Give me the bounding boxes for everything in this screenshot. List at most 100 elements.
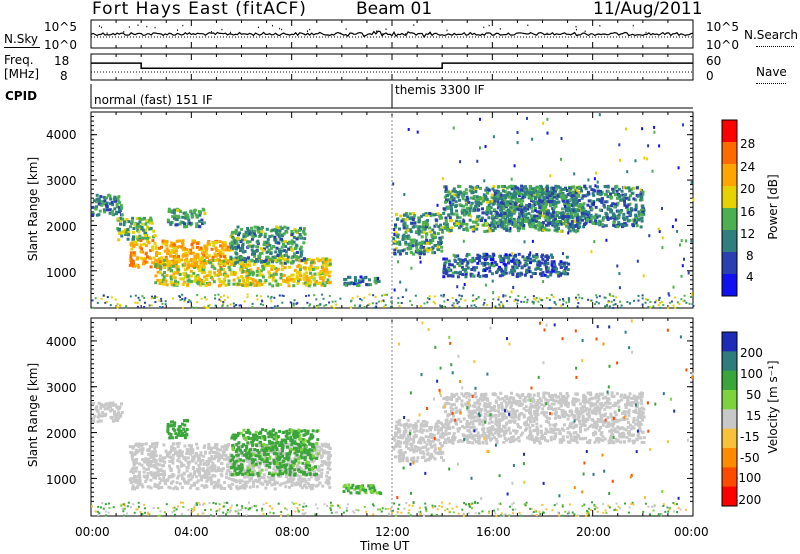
power-echo-cell <box>615 196 619 200</box>
vel-echo-cell <box>147 467 150 471</box>
power-echo-cell <box>306 277 310 280</box>
power-ground-speckle <box>595 296 598 299</box>
sky-noise-spike <box>385 28 387 31</box>
power-echo-cell <box>562 188 566 191</box>
power-echo-cell <box>446 198 450 202</box>
power-echo-cell <box>198 277 201 281</box>
power-echo-cell <box>414 242 418 246</box>
power-echo-cell <box>255 280 259 284</box>
time-axis-title: Time UT <box>360 539 410 553</box>
vel-echo-cell <box>132 477 136 481</box>
power-echo-cell <box>445 194 449 197</box>
power-echo-cell <box>578 225 582 229</box>
power-echo-cell <box>478 254 482 258</box>
power-echo-cell <box>505 224 509 228</box>
time-tick-20: 20:00 <box>576 525 611 539</box>
power-echo-cell <box>132 235 135 239</box>
power-echo-cell <box>317 271 321 275</box>
power-echo-cell <box>616 209 620 213</box>
power-echo-cell <box>508 209 512 213</box>
vel-echo-cell <box>316 483 320 487</box>
power-echo-cell <box>499 193 503 197</box>
power-echo-cell <box>505 191 509 195</box>
power-echo-cell <box>490 193 494 197</box>
power-echo-cell <box>258 279 262 282</box>
power-echo-cell <box>557 216 561 219</box>
power-echo-cell <box>143 242 146 246</box>
power-echo-cell <box>610 209 614 213</box>
power-echo-cell <box>529 186 533 190</box>
power-echo-cell <box>493 221 497 225</box>
freq-tick-bottom: 8 <box>60 69 68 83</box>
power-echo-cell <box>590 207 594 211</box>
power-echo-cell <box>545 196 549 200</box>
power-echo-cell <box>499 212 503 216</box>
power-echo-cell <box>618 195 622 199</box>
power-echo-cell <box>274 267 278 271</box>
power-echo-cell <box>287 260 291 264</box>
power-echo-cell <box>548 216 552 220</box>
power-scale-tick-12: 12 <box>740 227 756 241</box>
power-echo-cell <box>616 225 620 229</box>
power-echo-cell <box>534 267 538 271</box>
power-echo-cell <box>533 200 537 204</box>
power-ground-speckle <box>451 304 454 307</box>
power-echo-cell <box>516 191 520 195</box>
power-echo-cell <box>407 236 411 240</box>
power-echo-cell <box>614 193 617 197</box>
vel-echo-cell <box>298 465 301 469</box>
power-echo-cell <box>298 270 302 274</box>
power-echo-cell <box>408 243 412 247</box>
power-echo-cell <box>557 200 561 204</box>
power-echo-cell <box>253 283 257 287</box>
power-ground-speckle <box>307 294 310 297</box>
power-echo-cell <box>637 214 641 218</box>
power-echo-cell <box>552 189 556 193</box>
power-echo-cell <box>217 284 221 288</box>
power-echo-cell <box>233 239 237 243</box>
power-echo-cell <box>459 224 463 228</box>
power-echo-cell <box>108 202 112 206</box>
power-ground-speckle <box>423 302 426 305</box>
power-echo-cell <box>628 189 632 193</box>
power-echo-cell <box>290 233 294 237</box>
power-echo-cell <box>178 273 182 276</box>
power-noise-speckle <box>513 164 516 168</box>
power-echo-cell <box>192 209 196 213</box>
power-echo-cell <box>169 209 173 213</box>
power-echo-cell <box>283 249 287 253</box>
power-echo-cell <box>634 213 638 217</box>
power-echo-cell <box>525 187 529 191</box>
power-echo-cell <box>611 215 615 219</box>
vel-echo-cell <box>180 486 184 490</box>
power-noise-speckle <box>576 188 579 192</box>
vel-echo-cell <box>163 456 167 460</box>
power-echo-cell <box>299 250 303 254</box>
power-echo-cell <box>292 284 296 288</box>
power-ground-speckle <box>159 306 161 309</box>
power-echo-cell <box>120 230 124 234</box>
power-ground-speckle <box>414 294 417 297</box>
power-echo-cell <box>499 256 503 260</box>
power-echo-cell <box>514 196 518 200</box>
power-echo-cell <box>288 265 292 269</box>
power-echo-cell <box>641 204 645 208</box>
vel-echo-cell <box>165 454 169 458</box>
power-echo-cell <box>563 215 567 219</box>
power-echo-cell <box>235 252 239 256</box>
power-echo-cell <box>559 211 563 215</box>
power-echo-cell <box>357 284 361 288</box>
power-ground-speckle <box>251 306 254 309</box>
power-echo-cell <box>602 203 606 207</box>
power-ground-speckle <box>154 295 157 298</box>
power-echo-cell <box>484 197 488 201</box>
power-echo-cell <box>143 260 147 264</box>
power-echo-cell <box>347 282 351 286</box>
power-echo-cell <box>115 210 119 214</box>
power-echo-cell <box>576 222 580 226</box>
power-ground-speckle <box>134 294 137 297</box>
power-ground-speckle <box>116 306 119 309</box>
power-echo-cell <box>404 230 408 234</box>
power-echo-cell <box>549 273 553 277</box>
vel-echo-cell <box>99 402 103 406</box>
